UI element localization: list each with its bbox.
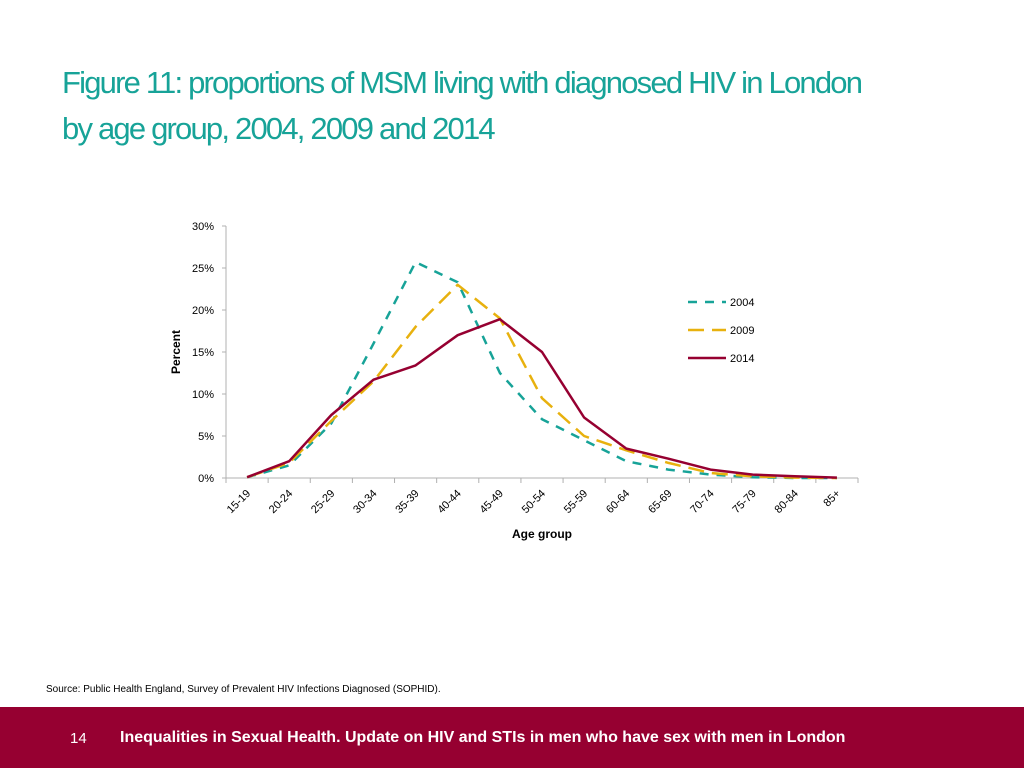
y-tick-label: 5% — [198, 431, 214, 443]
y-tick-label: 25% — [192, 263, 214, 275]
y-tick-label: 15% — [192, 347, 214, 359]
chart-series-lines — [246, 260, 837, 480]
slide-title-line-2: by age group, 2004, 2009 and 2014 — [62, 111, 496, 146]
x-tick-label: 75-79 — [730, 488, 758, 516]
x-tick-label: 15-19 — [225, 488, 253, 516]
y-axis-title: Percent — [169, 330, 183, 374]
series-line-2014 — [246, 317, 837, 479]
y-tick-label: 30% — [192, 221, 214, 233]
line-chart: 0% 5% 10% 15% 20% 25% 30% 15-19 20-24 25-29 30-34… — [169, 221, 859, 541]
x-tick-label: 40-44 — [435, 488, 463, 516]
footer-title: Inequalities in Sexual Health. Update on… — [120, 729, 846, 746]
legend-label-2004: 2004 — [730, 297, 754, 309]
legend-label-2009: 2009 — [730, 325, 754, 337]
series-line-2004 — [246, 260, 837, 480]
source-note: Source: Public Health England, Survey of… — [46, 684, 441, 695]
slide-title: Figure 11: proportions of MSM living wit… — [62, 60, 962, 152]
series-line-2009 — [246, 283, 837, 480]
legend-label-2014: 2014 — [730, 353, 754, 365]
x-tick-label: 55-59 — [562, 488, 590, 516]
x-axis-title: Age group — [512, 527, 572, 541]
x-tick-label: 20-24 — [267, 488, 295, 516]
y-axis-ticks: 0% 5% 10% 15% 20% 25% 30% — [192, 221, 226, 485]
x-tick-label: 25-29 — [309, 488, 337, 516]
x-tick-label: 85+ — [821, 488, 843, 510]
x-tick-label: 65-69 — [646, 488, 674, 516]
y-tick-label: 10% — [192, 389, 214, 401]
slide-title-line-1: Figure 11: proportions of MSM living wit… — [62, 65, 863, 100]
x-tick-label: 60-64 — [604, 488, 632, 516]
x-tick-label: 30-34 — [351, 488, 379, 516]
x-tick-label: 35-39 — [393, 488, 421, 516]
x-tick-label: 70-74 — [688, 488, 716, 516]
page-number: 14 — [70, 730, 87, 747]
footer-bar: 14 Inequalities in Sexual Health. Update… — [0, 707, 1024, 768]
x-tick-label: 45-49 — [478, 488, 506, 516]
x-tick-label: 50-54 — [520, 488, 548, 516]
x-tick-label: 80-84 — [773, 488, 801, 516]
x-axis-ticks: 15-19 20-24 25-29 30-34 35-39 40-44 45-49 50-54… — [225, 478, 859, 516]
y-tick-label: 20% — [192, 305, 214, 317]
y-tick-label: 0% — [198, 473, 214, 485]
chart-legend: 2004 2009 2014 — [688, 297, 754, 365]
